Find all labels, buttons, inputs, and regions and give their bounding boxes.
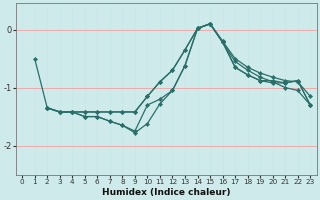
X-axis label: Humidex (Indice chaleur): Humidex (Indice chaleur) [102,188,230,197]
